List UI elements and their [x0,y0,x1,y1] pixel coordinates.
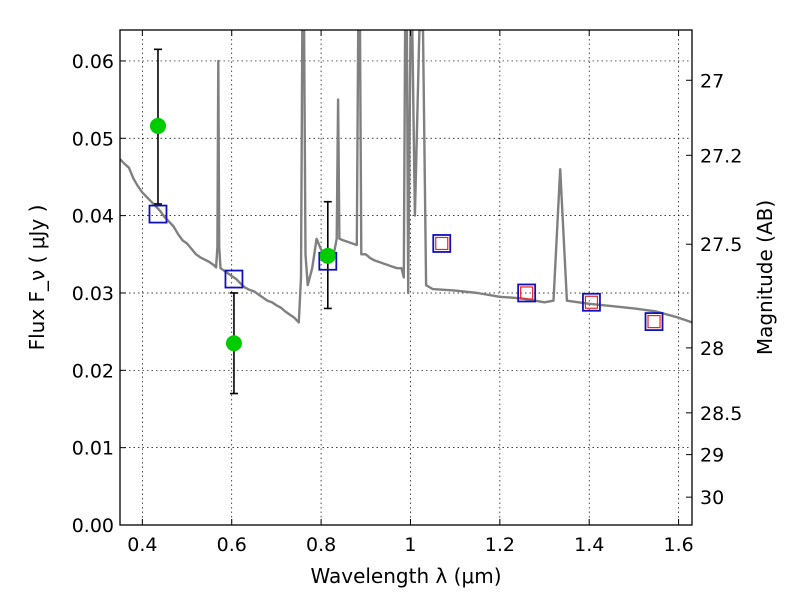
y-tick-label: 0.00 [72,515,114,537]
x-tick-label: 0.8 [306,534,336,556]
model-box-inner [435,236,449,251]
x-tick-label: 0.4 [127,534,157,556]
y-tick-label: 0.01 [72,438,114,460]
plot-frame [119,29,693,526]
y-axis-label: Flux F_ν ( μJy ) [25,205,49,351]
y-tick-label: 0.03 [72,283,114,305]
y2-tick-label: 27 [700,70,724,92]
y2-tick-label: 30 [700,487,724,509]
grid-layer [120,30,692,526]
y2-axis-label: Magnitude (AB) [753,200,777,355]
ticks-layer: 0.4 0.6 0.8 1 1.2 1.4 1.6 0.00 0.01 0.02 0.03 0.04 0… [72,30,742,556]
model-box [582,292,601,312]
model-box-inner [647,314,661,329]
x-tick-label: 1.2 [485,534,515,556]
y2-tick-label: 28.5 [700,403,742,425]
x-tick-label: 1.6 [663,534,693,556]
model-box [432,234,452,253]
x-axis-label: Wavelength λ (μm) [310,564,501,588]
model-box [517,283,537,303]
observed-points-layer [149,117,336,352]
y-tick-label: 0.06 [72,51,114,73]
model-box [224,269,244,289]
model-boxes-layer [148,204,664,331]
x-tick-label: 1 [404,534,416,556]
model-box [644,312,664,331]
observed-point [319,247,336,264]
y2-tick-label: 28 [700,338,724,360]
model-box-inner [520,286,534,300]
x-tick-label: 0.6 [217,534,247,556]
model-spectrum-layer [120,30,692,324]
model-spectrum-line [120,30,692,324]
observed-point [225,335,242,352]
y2-tick-label: 29 [700,445,724,467]
y2-tick-label: 27.5 [700,234,742,256]
x-tick-label: 1.4 [574,534,604,556]
y-tick-label: 0.02 [72,360,114,382]
y2-tick-label: 27.2 [700,145,742,167]
y-tick-label: 0.04 [72,206,114,228]
y-tick-label: 0.05 [72,128,114,150]
model-box-inner [584,295,599,309]
model-box [148,204,168,224]
observed-point [149,117,166,134]
